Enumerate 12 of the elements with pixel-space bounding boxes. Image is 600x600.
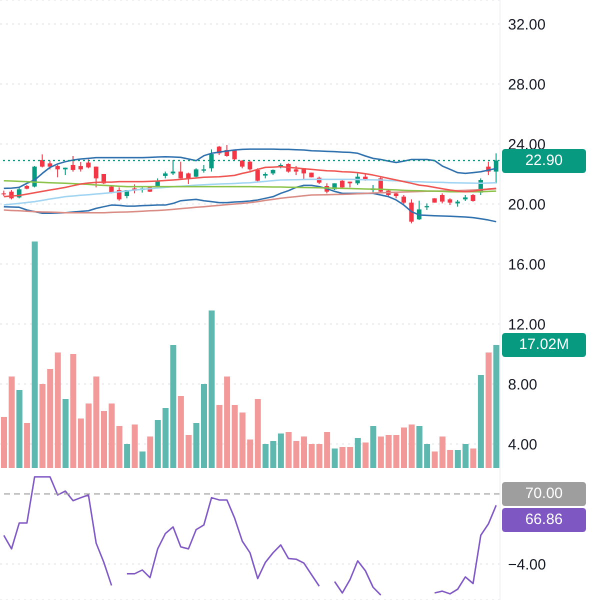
ref-line-label: 22.90 [502,148,586,172]
y-tick-label: 20.00 [508,196,546,214]
text: 70.00 [502,482,586,506]
text: 17.02M [502,333,586,357]
y-tick-label: −4.00 [508,556,546,574]
y-tick-label: 32.00 [508,16,546,34]
y-tick-label: 12.00 [508,316,546,334]
y-tick-label: 4.00 [508,436,538,454]
text: 66.86 [502,508,586,532]
y-tick-label: 16.00 [508,256,546,274]
y-tick-label: 28.00 [508,76,546,94]
y-tick-label: 8.00 [508,376,538,394]
